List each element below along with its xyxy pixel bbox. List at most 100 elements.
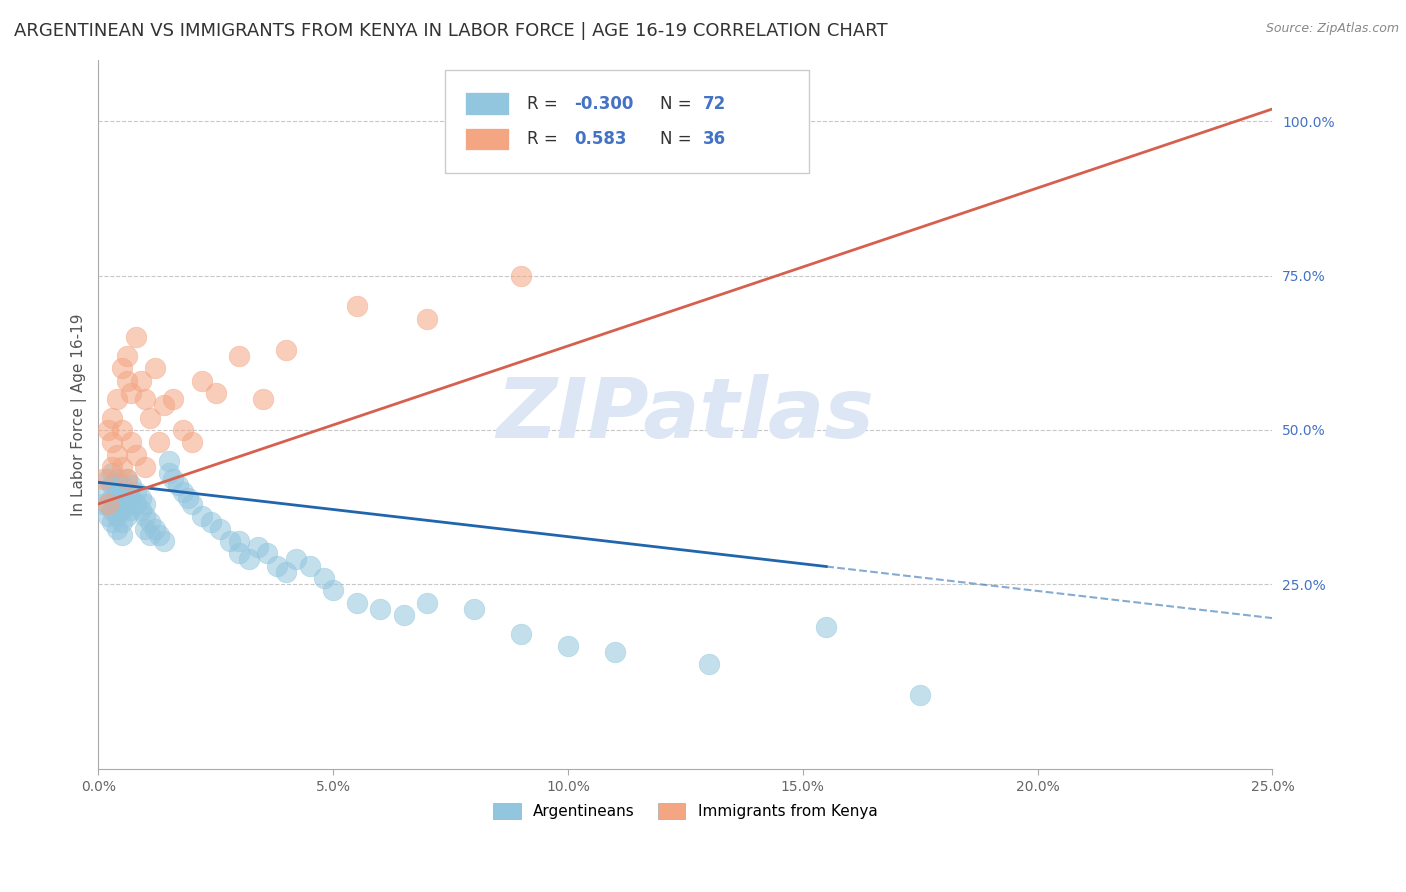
Point (105, 472, 128, 486)
Point (105, 448, 128, 462)
Point (105, 484, 128, 499)
Point (190, 509, 212, 524)
Point (157, 454, 180, 468)
Point (908, 688, 931, 702)
Point (134, 459, 156, 474)
Point (101, 466, 124, 480)
Point (91, 484, 114, 499)
Point (120, 503, 142, 517)
Text: N =: N = (659, 95, 696, 112)
Point (276, 343, 298, 357)
Text: -0.300: -0.300 (574, 95, 633, 112)
Point (125, 497, 148, 511)
Point (190, 374, 212, 388)
Point (815, 620, 838, 634)
Point (148, 528, 170, 542)
Point (97, 472, 120, 486)
Point (200, 516, 222, 530)
Point (134, 522, 156, 536)
Point (346, 300, 368, 314)
Bar (464, 128, 509, 151)
Point (134, 497, 156, 511)
Point (510, 626, 533, 640)
Point (91, 472, 114, 486)
Point (97, 497, 120, 511)
Point (115, 472, 138, 486)
Point (218, 533, 240, 548)
Point (101, 491, 124, 505)
Point (181, 497, 204, 511)
Point (111, 423, 134, 437)
Point (97, 497, 120, 511)
Point (101, 516, 124, 530)
Point (101, 478, 124, 492)
Point (153, 533, 176, 548)
Point (312, 571, 335, 585)
Point (139, 528, 162, 542)
Point (416, 311, 439, 326)
Point (557, 639, 579, 653)
Point (143, 522, 166, 536)
Point (510, 268, 533, 283)
Point (298, 558, 321, 573)
Point (111, 491, 134, 505)
Point (228, 546, 250, 560)
Point (172, 423, 194, 437)
Point (111, 478, 134, 492)
Point (139, 410, 162, 425)
Point (105, 522, 128, 536)
Text: N =: N = (659, 130, 696, 148)
Text: R =: R = (527, 95, 562, 112)
Point (238, 552, 260, 566)
Text: Source: ZipAtlas.com: Source: ZipAtlas.com (1265, 22, 1399, 36)
Point (153, 398, 176, 412)
Point (97, 509, 120, 524)
Point (125, 484, 148, 499)
Point (129, 491, 152, 505)
Point (346, 596, 368, 610)
Legend: Argentineans, Immigrants from Kenya: Argentineans, Immigrants from Kenya (488, 797, 883, 825)
Point (228, 349, 250, 363)
Point (111, 459, 134, 474)
Text: R =: R = (527, 130, 562, 148)
Point (209, 522, 232, 536)
Point (276, 565, 298, 579)
Point (603, 645, 626, 659)
Point (148, 435, 170, 450)
Point (167, 478, 190, 492)
Point (105, 497, 128, 511)
Text: 36: 36 (703, 130, 725, 148)
Point (162, 392, 184, 406)
Point (101, 503, 124, 517)
Point (228, 533, 250, 548)
Point (247, 540, 270, 554)
Point (134, 509, 156, 524)
Point (111, 516, 134, 530)
Point (115, 497, 138, 511)
Point (97, 423, 120, 437)
Point (101, 459, 124, 474)
Point (125, 448, 148, 462)
Point (120, 385, 142, 400)
Point (111, 528, 134, 542)
Point (105, 392, 128, 406)
Point (368, 602, 391, 616)
Bar (464, 92, 509, 115)
Point (181, 435, 204, 450)
Y-axis label: In Labor Force | Age 16-19: In Labor Force | Age 16-19 (72, 313, 87, 516)
Point (463, 602, 485, 616)
Point (172, 484, 194, 499)
Point (111, 361, 134, 376)
Point (111, 503, 134, 517)
Point (120, 435, 142, 450)
Text: 0.583: 0.583 (574, 130, 626, 148)
Point (392, 607, 415, 622)
Point (134, 392, 156, 406)
Point (101, 410, 124, 425)
Point (322, 583, 344, 598)
Point (101, 435, 124, 450)
Point (139, 516, 162, 530)
Point (162, 472, 184, 486)
Text: ARGENTINEAN VS IMMIGRANTS FROM KENYA IN LABOR FORCE | AGE 16-19 CORRELATION CHAR: ARGENTINEAN VS IMMIGRANTS FROM KENYA IN … (14, 22, 887, 40)
Point (115, 374, 138, 388)
